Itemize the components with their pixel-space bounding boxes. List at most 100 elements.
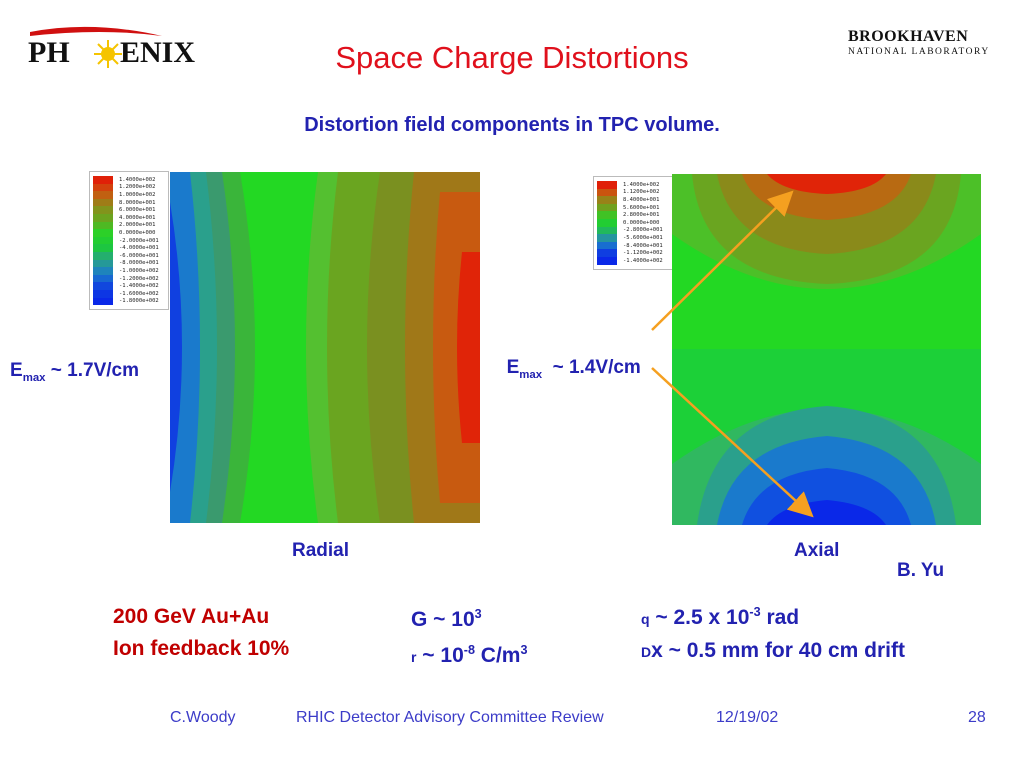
legend-row: -2.0000e+001 — [93, 236, 165, 245]
legend-value: 8.4000e+001 — [623, 196, 660, 203]
legend-row: 5.6000e+001 — [597, 203, 669, 212]
legend-value: -6.0000e+001 — [119, 252, 159, 259]
axial-field-plot — [672, 174, 981, 525]
legend-row: -1.4000e+002 — [597, 256, 669, 265]
gain-exponent: 3 — [474, 607, 482, 621]
delta-symbol: D — [641, 644, 652, 660]
legend-value: 1.4000e+002 — [119, 176, 156, 183]
emax-arrows — [651, 190, 814, 518]
legend-value: 0.0000e+000 — [623, 219, 660, 226]
theta-text: ~ 2.5 x 10 — [649, 606, 750, 629]
ion-feedback: Ion feedback 10% — [113, 637, 290, 660]
legend-row: 2.0000e+001 — [93, 221, 165, 230]
legend-row: -2.8000e+001 — [597, 226, 669, 235]
legend-value: -1.8000e+002 — [119, 298, 159, 305]
legend-row: -8.4000e+001 — [597, 241, 669, 250]
legend-swatch — [93, 251, 113, 260]
beam-conditions: 200 GeV Au+Au Ion feedback 10% — [113, 601, 289, 665]
legend-row: -8.0000e+001 — [93, 259, 165, 268]
distortion-results: q ~ 2.5 x 10-3 rad Dx ~ 0.5 mm for 40 cm… — [641, 596, 905, 668]
legend-swatch — [93, 236, 113, 245]
legend-value: -8.4000e+001 — [623, 242, 663, 249]
legend-row: 1.4000e+002 — [597, 181, 669, 189]
legend-swatch — [597, 249, 617, 257]
emax-sub: max — [519, 368, 543, 381]
density-exponent: -8 — [463, 643, 475, 657]
legend-row: -1.6000e+002 — [93, 289, 165, 298]
legend-row: 8.0000e+001 — [93, 198, 165, 207]
bnl-logo: BROOKHAVEN NATIONAL LABORATORY — [848, 28, 1008, 68]
legend-row: -4.0000e+001 — [93, 244, 165, 252]
legend-swatch — [597, 256, 617, 265]
legend-swatch — [93, 244, 113, 252]
gain-line: G ~ 103 — [411, 599, 527, 635]
legend-value: -4.0000e+001 — [119, 245, 159, 252]
bnl-name: BROOKHAVEN — [848, 28, 969, 45]
axial-plot-label: Axial — [794, 540, 840, 561]
legend-value: -1.4000e+002 — [623, 257, 663, 264]
slide-title: Space Charge Distortions — [335, 40, 689, 75]
legend-row: 1.0000e+002 — [93, 191, 165, 199]
legend-row: 1.2000e+002 — [93, 183, 165, 192]
legend-swatch — [93, 297, 113, 306]
legend-value: 2.0000e+001 — [119, 222, 156, 229]
legend-swatch — [93, 282, 113, 290]
legend-swatch — [93, 176, 113, 184]
bnl-subname: NATIONAL LABORATORY — [848, 47, 990, 57]
radial-emax-label: Emax ~ 1.7V/cm — [10, 360, 139, 384]
footer-event: RHIC Detector Advisory Committee Review — [296, 709, 604, 726]
legend-swatch — [93, 191, 113, 199]
phenix-text-right: ENIX — [120, 36, 196, 69]
theta-symbol: q — [641, 611, 650, 627]
phenix-swoosh-icon — [30, 26, 162, 68]
legend-row: 2.8000e+001 — [597, 211, 669, 219]
legend-value: 1.4000e+002 — [623, 181, 660, 188]
legend-swatch — [93, 213, 113, 222]
legend-row: 4.0000e+001 — [93, 213, 165, 222]
legend-value: -8.0000e+001 — [119, 260, 159, 267]
legend-value: 1.0000e+002 — [119, 191, 156, 198]
legend-row: -1.0000e+002 — [93, 267, 165, 275]
arrow-to-min — [651, 367, 814, 518]
legend-swatch — [93, 274, 113, 283]
legend-row: -1.1200e+002 — [597, 249, 669, 257]
legend-swatch — [93, 221, 113, 230]
legend-swatch — [597, 196, 617, 204]
legend-value: 2.8000e+001 — [623, 212, 660, 219]
emax-letter: E — [506, 357, 520, 378]
legend-row: 6.0000e+001 — [93, 206, 165, 214]
legend-swatch — [597, 241, 617, 250]
phenix-logo: PH ENIX — [22, 22, 196, 84]
radial-emax-value: ~ 1.7V/cm — [45, 360, 139, 381]
legend-row: -1.8000e+002 — [93, 297, 165, 306]
legend-row: 1.1200e+002 — [597, 188, 669, 197]
legend-row: 1.4000e+002 — [93, 176, 165, 184]
rho-symbol: r — [411, 649, 417, 665]
radial-field-plot — [170, 172, 480, 523]
dx-line: Dx ~ 0.5 mm for 40 cm drift — [641, 635, 905, 668]
legend-swatch — [93, 267, 113, 275]
legend-swatch — [597, 211, 617, 219]
legend-swatch — [93, 289, 113, 298]
theta-unit: rad — [760, 606, 800, 629]
arrow-to-max — [651, 190, 794, 331]
beam-energy: 200 GeV Au+Au — [113, 605, 270, 628]
legend-swatch — [93, 229, 113, 237]
phenix-text-left: PH — [28, 36, 70, 69]
gain-density: G ~ 103 r ~ 10-8 C/m3 — [411, 599, 527, 672]
legend-swatch — [597, 226, 617, 235]
legend-swatch — [93, 206, 113, 214]
dx-text: x ~ 0.5 mm for 40 cm drift — [651, 639, 905, 662]
legend-value: -5.6000e+001 — [623, 234, 663, 241]
legend-swatch — [597, 218, 617, 227]
legend-value: 1.2000e+002 — [119, 184, 156, 191]
radial-plot-label: Radial — [292, 540, 350, 561]
legend-value: -2.8000e+001 — [623, 227, 663, 234]
legend-value: -1.6000e+002 — [119, 290, 159, 297]
theta-line: q ~ 2.5 x 10-3 rad — [641, 596, 905, 635]
author-credit: B. Yu — [897, 560, 945, 581]
legend-value: 0.0000e+000 — [119, 229, 156, 236]
legend-row: -1.2000e+002 — [93, 274, 165, 283]
legend-swatch — [93, 259, 113, 268]
legend-row: 8.4000e+001 — [597, 196, 669, 204]
